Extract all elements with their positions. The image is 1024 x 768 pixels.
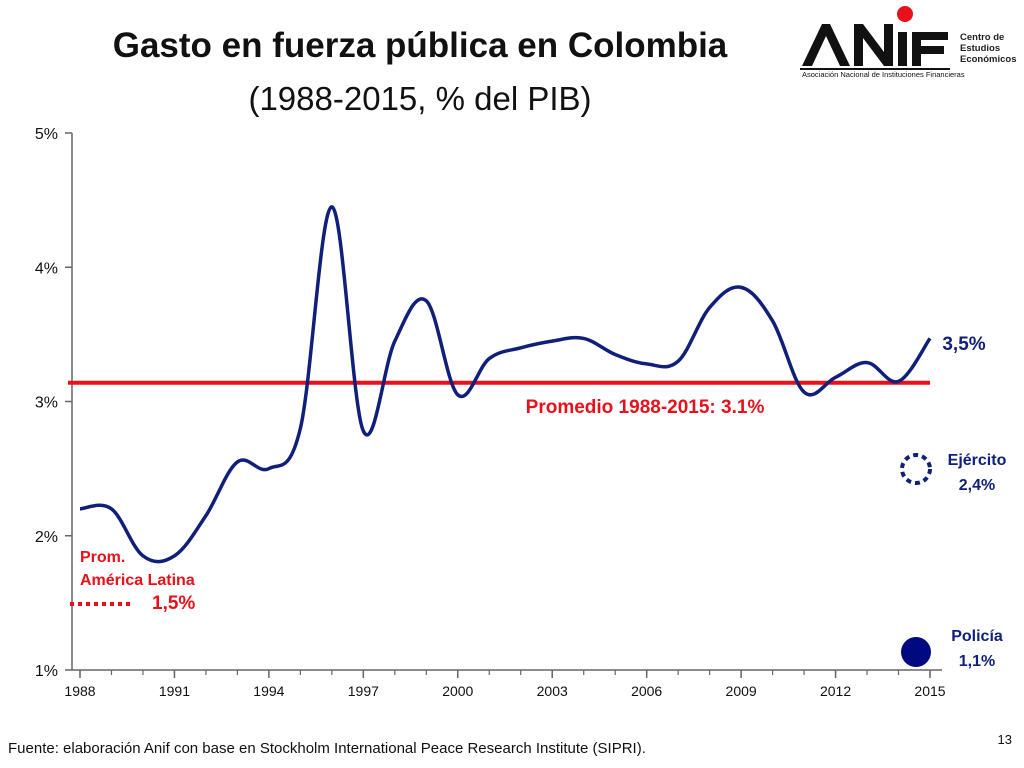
chart-title: Gasto en fuerza pública en Colombia [112,26,728,65]
ejercito-label: Ejército [948,452,1007,469]
anif-wordmark-icon [800,24,950,70]
source-note: Fuente: elaboración Anif con base en Sto… [8,740,646,757]
policia-label: Policía [951,628,1003,645]
latam-label-line2: América Latina [80,572,195,589]
anif-dot-icon [897,6,913,22]
end-value-label: 3,5% [942,334,985,355]
page-number: 13 [997,732,1012,747]
x-tick-label: 2006 [631,683,662,699]
x-tick-label: 2012 [820,683,851,699]
x-tick-label: 2000 [442,683,473,699]
policia-value: 1,1% [959,653,995,670]
y-tick-label: 1% [35,663,58,680]
x-tick-label: 2009 [726,683,757,699]
latam-label-line1: Prom. [80,549,125,566]
policia-marker [901,637,931,667]
x-tick-label: 1988 [64,683,95,699]
y-tick-label: 2% [35,529,58,546]
ejercito-marker [900,453,932,485]
latam-value-label: 1,5% [152,593,195,614]
average-label: Promedio 1988-2015: 3.1% [526,397,765,418]
x-tick-label: 1991 [159,683,190,699]
series-line [79,205,932,564]
ejercito-value: 2,4% [959,477,995,494]
anif-logo: Asociación Nacional de Instituciones Fin… [800,4,1020,84]
x-tick-label: 2015 [914,683,945,699]
x-tick-label: 1997 [348,683,379,699]
y-tick-label: 4% [35,260,58,277]
chart-subtitle: (1988-2015, % del PIB) [248,80,592,117]
y-tick-label: 5% [35,126,58,143]
logo-tagline: Asociación Nacional de Instituciones Fin… [802,70,965,79]
x-tick-label: 2003 [537,683,568,699]
logo-center-name: Centro de Estudios Económicos [960,32,1017,65]
x-tick-label: 1994 [253,683,284,699]
y-tick-label: 3% [35,395,58,412]
